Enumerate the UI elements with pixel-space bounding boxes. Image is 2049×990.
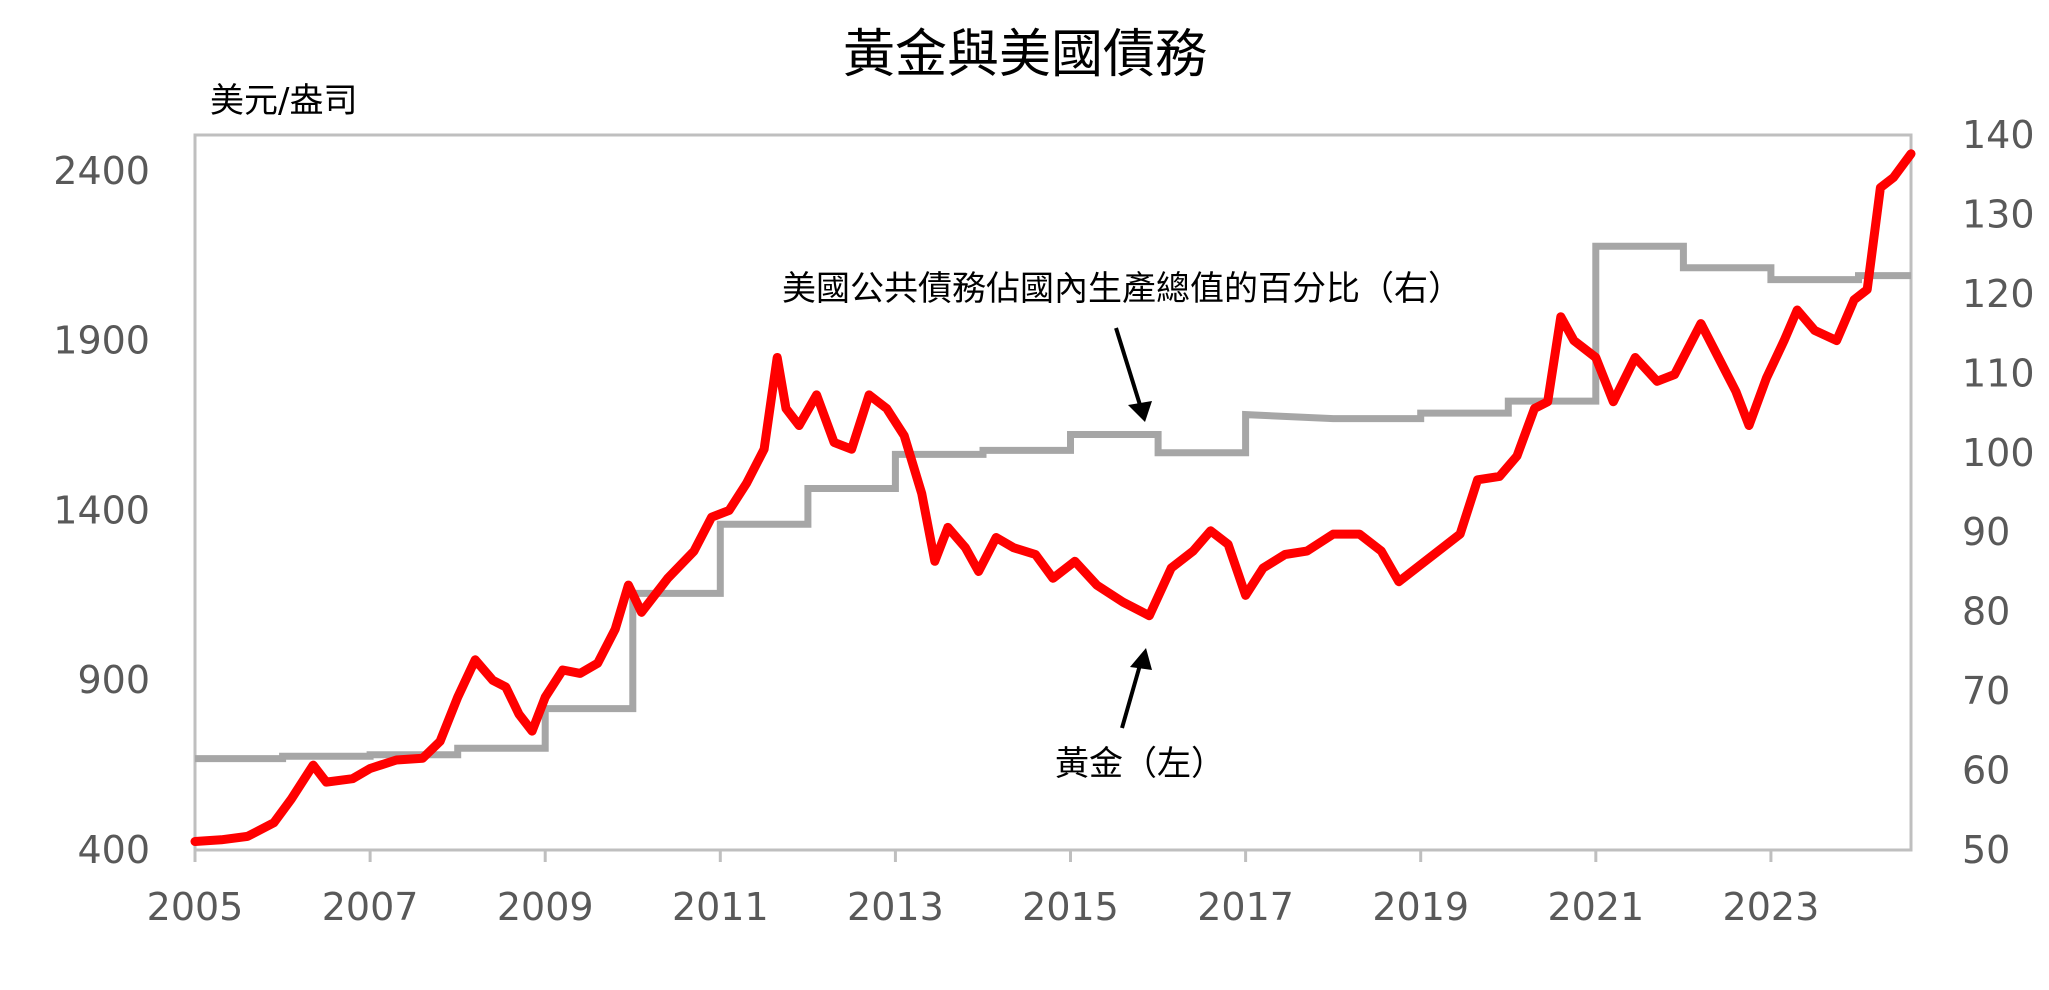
x-tick-label: 2017 [1197, 885, 1294, 929]
x-tick-label: 2009 [497, 885, 594, 929]
x-tick-label: 2007 [322, 885, 419, 929]
y-right-tick-label: 120 [1962, 272, 2035, 316]
gold-annotation-label: 黃金（左） [1055, 744, 1225, 784]
x-tick-label: 2019 [1372, 885, 1469, 929]
y-axis-right: 50 60 70 80 90 100 110 120 130 140 [1962, 113, 2035, 872]
gold-series-layer [190, 149, 1916, 846]
gold-annotation-arrowhead [1130, 648, 1152, 670]
y-left-tick-label: 400 [77, 828, 150, 872]
y-right-tick-label: 60 [1962, 749, 2010, 793]
x-tick-label: 2015 [1022, 885, 1119, 929]
y-left-tick-label: 2400 [53, 149, 150, 193]
debt-annotation-arrow [1114, 327, 1142, 406]
y-left-tick-label: 1400 [53, 488, 150, 532]
x-tick-label: 2011 [672, 885, 769, 929]
gold-annotation-arrow [1120, 664, 1142, 729]
left-axis-unit: 美元/盎司 [210, 81, 357, 121]
debt-series-layer [195, 242, 1911, 763]
x-tick-label: 2023 [1723, 885, 1820, 929]
y-right-tick-label: 90 [1962, 510, 2010, 554]
plot-frame [193, 133, 1913, 852]
y-left-tick-label: 900 [77, 658, 150, 702]
x-tick-label: 2013 [847, 885, 944, 929]
y-left-tick-label: 1900 [53, 319, 150, 363]
y-right-tick-label: 110 [1962, 351, 2035, 395]
x-tick-label: 2021 [1547, 885, 1644, 929]
debt-annotation-arrowhead [1128, 401, 1152, 422]
y-right-tick-label: 140 [1962, 113, 2035, 157]
y-axis-left: 400 900 1400 1900 2400 [53, 149, 150, 872]
debt-series-line [195, 242, 1911, 763]
gold-series-line [190, 149, 1916, 846]
y-right-tick-label: 130 [1962, 192, 2035, 236]
x-tick-label: 2005 [147, 885, 244, 929]
y-right-tick-label: 80 [1962, 590, 2010, 634]
x-axis: 2005 2007 2009 2011 2013 2015 2017 2019 2021 2023 [147, 850, 1820, 929]
y-right-tick-label: 70 [1962, 669, 2010, 713]
y-right-tick-label: 100 [1962, 431, 2035, 475]
chart-title: 黃金與美國債務 [843, 25, 1207, 85]
debt-annotation-label: 美國公共債務佔國內生產總值的百分比（右） [782, 269, 1462, 309]
y-right-tick-label: 50 [1962, 828, 2010, 872]
